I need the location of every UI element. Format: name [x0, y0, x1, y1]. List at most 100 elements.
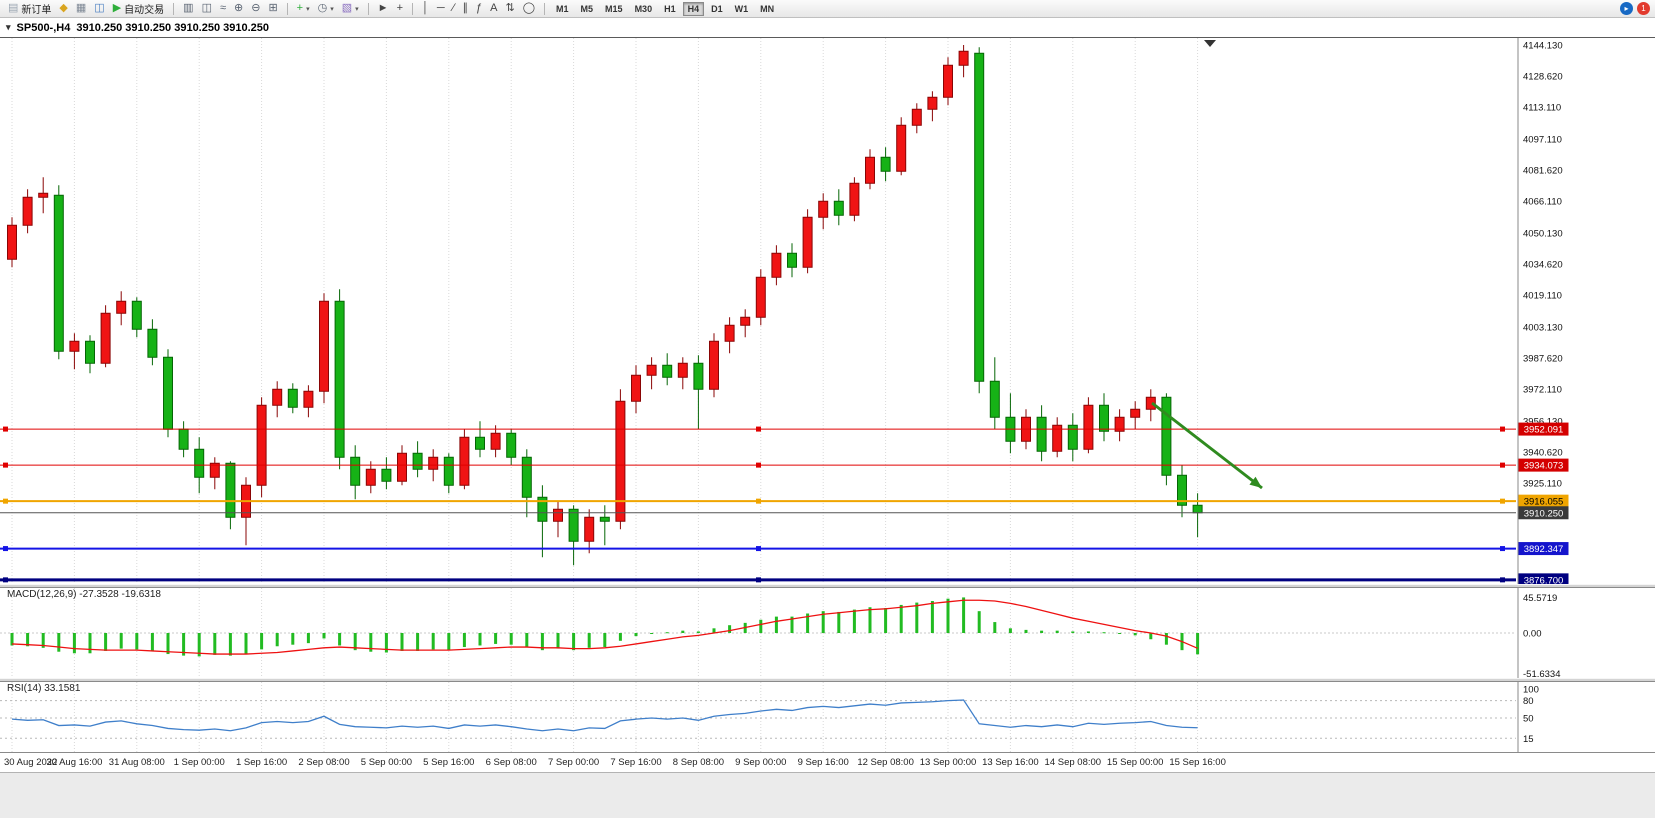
hline-handle[interactable] — [1500, 546, 1505, 552]
tile-windows-icon[interactable]: ⊞ — [264, 1, 281, 16]
hline-handle[interactable] — [3, 577, 8, 583]
candlestick-chart-icon[interactable]: ◫ — [198, 1, 216, 16]
blue-notification-badge[interactable]: ▸ — [1620, 2, 1633, 15]
macd-histogram-bar — [1164, 633, 1168, 645]
hline-handle[interactable] — [756, 462, 761, 468]
hline-handle[interactable] — [3, 462, 8, 468]
macd-histogram-bar — [353, 633, 357, 651]
macd-histogram-bar — [634, 633, 638, 637]
bear-candle — [1099, 404, 1109, 432]
hline-handle[interactable] — [1500, 462, 1505, 468]
bull-candle — [428, 456, 439, 470]
main-chart-canvas[interactable]: 4144.130 4128.620 4113.110 4097.110 4081.620… — [0, 38, 1655, 584]
line-chart-icon[interactable]: ≈ — [216, 1, 230, 16]
macd-name: MACD(12,26,9) — [7, 589, 77, 600]
timeframe-m15-button[interactable]: M15 — [605, 3, 623, 14]
timeframe-m30-button[interactable]: M30 — [634, 3, 653, 14]
macd-histogram-bar — [1133, 633, 1137, 636]
timeframe-m5-button[interactable]: M5 — [580, 3, 594, 14]
macd-histogram-bar — [899, 604, 903, 633]
price-axis-label: 3925.110 — [1523, 479, 1562, 490]
timeframe-mn-button[interactable]: MN — [760, 3, 775, 14]
hline-handle[interactable] — [3, 426, 8, 432]
date-label: 8 Sep 08:00 — [672, 757, 725, 768]
macd-histogram-bar — [1102, 632, 1106, 634]
bull-candle — [272, 388, 283, 406]
hline-handle[interactable] — [756, 546, 761, 552]
bear-candle — [521, 456, 532, 498]
bull-candle — [397, 452, 407, 482]
macd-histogram-bar — [993, 622, 997, 633]
panel-splitter[interactable] — [0, 584, 1655, 588]
bull-candle — [709, 340, 719, 390]
bear-candle — [506, 432, 517, 458]
cursor-icon[interactable]: ► — [374, 1, 393, 16]
timeframe-h1-button[interactable]: H1 — [664, 3, 676, 14]
hline-handle[interactable] — [756, 577, 761, 583]
timeframe-m1-button[interactable]: M1 — [556, 3, 569, 14]
channel-icon[interactable]: ∥ — [459, 1, 473, 16]
templates-icon[interactable]: ▧ ▾ — [338, 1, 363, 16]
main-chart-panel: 4144.130 4128.620 4113.110 4097.110 4081.620… — [0, 38, 1655, 584]
bar-chart-icon[interactable]: ▥ — [179, 1, 197, 16]
timeframe-w1-button[interactable]: W1 — [734, 3, 749, 14]
trendline-icon[interactable]: ∕ — [449, 1, 459, 16]
macd-histogram-bar — [696, 631, 700, 633]
auto-trading-button[interactable]: ▶ 自动交易 — [109, 1, 168, 17]
zoom-out-icon[interactable]: ⊖ — [247, 1, 264, 16]
bull-candle — [911, 108, 922, 126]
macd-histogram-bar — [930, 601, 934, 633]
panel-splitter[interactable] — [0, 678, 1655, 682]
price-tag-label: 3934.073 — [1524, 461, 1564, 472]
macd-histogram-bar — [369, 633, 373, 652]
zoom-in-icon[interactable]: ⊕ — [230, 1, 247, 16]
bull-candle — [365, 468, 376, 486]
bull-candle — [1083, 404, 1094, 450]
trend-arrow[interactable] — [1151, 401, 1263, 490]
timeframe-h4-button[interactable]: H4 — [682, 1, 705, 16]
macd-canvas[interactable]: 45.5719 0.00 -51.6334 — [0, 588, 1655, 678]
hline-handle[interactable] — [3, 498, 8, 504]
print-icon[interactable]: ▦ — [72, 1, 90, 16]
macd-histogram-bar — [431, 633, 435, 650]
shapes-icon[interactable]: ◯ — [519, 1, 539, 16]
periods-icon[interactable]: ◷ ▾ — [314, 1, 338, 16]
crosshair-icon[interactable]: + — [393, 1, 407, 16]
hline-handle[interactable] — [756, 498, 761, 504]
bull-candle — [319, 300, 329, 392]
timeframe-d1-button[interactable]: D1 — [711, 3, 723, 14]
horizontal-line-icon[interactable]: ─ — [433, 1, 449, 16]
macd-histogram-bar — [774, 616, 778, 633]
text-icon[interactable]: A — [486, 1, 501, 16]
bull-candle — [927, 96, 938, 110]
macd-histogram-bar — [400, 633, 404, 651]
price-axis-label: 3972.110 — [1523, 385, 1562, 396]
indicators-icon[interactable]: + ▾ — [293, 1, 314, 16]
bear-candle — [287, 388, 298, 408]
new-order-button[interactable]: ▤ 新订单 — [4, 1, 55, 17]
line-chart-icon: ≈ — [219, 2, 227, 14]
toolbar-separator — [173, 2, 175, 15]
shift-marker-icon[interactable] — [1204, 40, 1216, 47]
date-label: 7 Sep 00:00 — [547, 757, 600, 768]
chart-menu-icon[interactable]: ▾ — [6, 22, 11, 32]
hline-handle[interactable] — [3, 546, 8, 552]
fibonacci-icon[interactable]: ƒ — [472, 1, 486, 16]
trend-arrow-head[interactable] — [1249, 476, 1262, 488]
sound-icon[interactable]: ◆ — [55, 1, 71, 16]
macd-histogram-bar — [540, 633, 544, 651]
date-label: 30 Aug 2022 — [4, 757, 58, 768]
rsi-name: RSI(14) — [7, 683, 42, 694]
chart-window-icon[interactable]: ◫ — [90, 1, 108, 16]
arrows-icon[interactable]: ⇅ — [501, 1, 518, 16]
vertical-line-icon[interactable]: │ — [418, 1, 433, 16]
hline-handle[interactable] — [756, 426, 761, 432]
hline-handle[interactable] — [1500, 426, 1505, 432]
macd-histogram-bar — [1008, 628, 1012, 633]
hline-handle[interactable] — [1500, 577, 1505, 583]
red-notification-badge[interactable]: 1 — [1637, 2, 1650, 15]
shapes-icon: ◯ — [522, 2, 536, 14]
bull-candle — [802, 216, 813, 268]
hline-handle[interactable] — [1500, 498, 1505, 504]
